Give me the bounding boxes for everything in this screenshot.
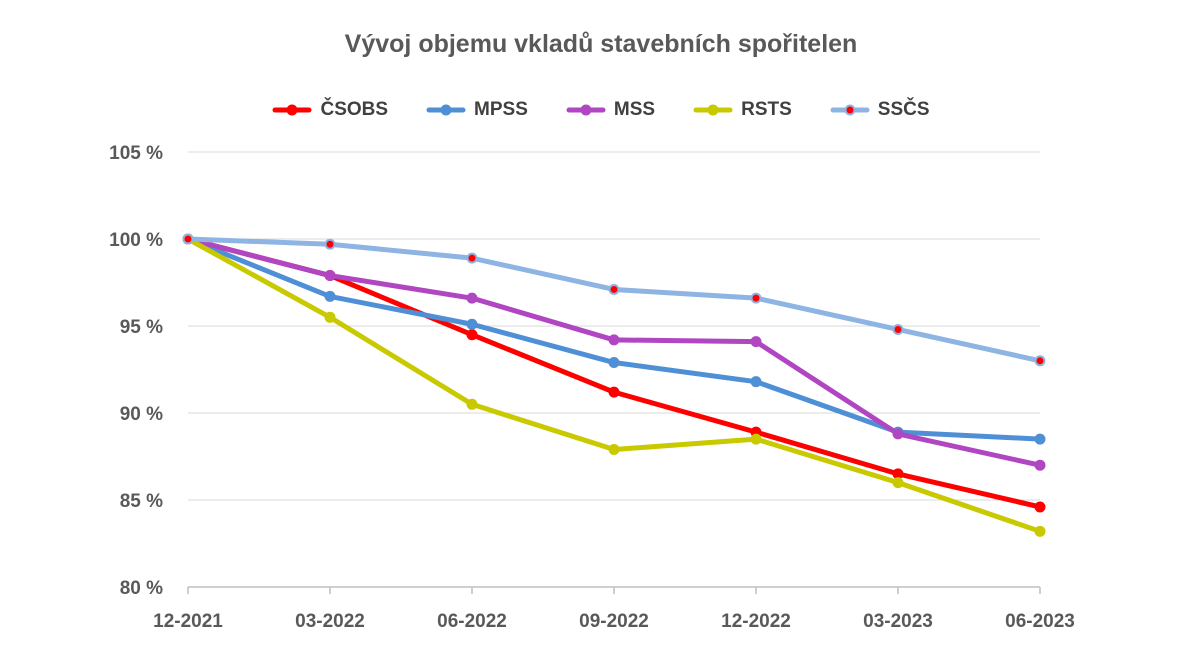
data-point <box>750 336 762 348</box>
data-point <box>608 357 620 369</box>
data-point <box>324 238 336 250</box>
legend-swatch-marker <box>286 104 298 116</box>
legend-swatch <box>272 104 312 116</box>
legend-swatch-marker <box>844 104 856 116</box>
legend-label: ČSOBS <box>320 99 389 120</box>
y-tick-label: 95 % <box>120 317 163 338</box>
x-tick-label: 06-2022 <box>437 611 507 632</box>
y-tick-label: 85 % <box>120 491 163 512</box>
legend-swatch <box>693 104 733 116</box>
data-point <box>466 292 478 304</box>
data-point <box>324 311 336 323</box>
data-point <box>892 468 904 480</box>
legend: ČSOBS MPSS MSS RSTS SSČS <box>0 96 1202 124</box>
legend-item: SSČS <box>830 99 930 121</box>
data-point <box>466 252 478 264</box>
x-tick-label: 12-2021 <box>153 611 223 632</box>
data-point <box>750 433 762 445</box>
data-point <box>182 233 194 245</box>
data-point <box>892 477 904 489</box>
y-tick-label: 80 % <box>120 578 163 599</box>
data-point <box>324 290 336 302</box>
legend-swatch-marker <box>707 104 719 116</box>
legend-item: RSTS <box>693 99 792 121</box>
data-point <box>750 292 762 304</box>
data-point <box>750 376 762 388</box>
legend-swatch <box>426 104 466 116</box>
data-point <box>892 323 904 335</box>
series-line <box>185 236 1043 534</box>
legend-item: MPSS <box>426 99 528 121</box>
x-tick-label: 03-2022 <box>295 611 365 632</box>
data-point <box>324 270 336 282</box>
x-tick-label: 09-2022 <box>579 611 649 632</box>
series-ČSOBS <box>182 233 1046 513</box>
series-line <box>185 236 1043 510</box>
x-tick-label: 06-2023 <box>1005 611 1075 632</box>
data-point <box>1034 525 1046 537</box>
x-axis <box>187 586 1041 594</box>
data-point <box>466 329 478 341</box>
series-SSČS <box>182 233 1046 367</box>
y-tick-label: 100 % <box>109 230 163 251</box>
y-tick-label: 90 % <box>120 404 163 425</box>
x-tick-label: 12-2022 <box>721 611 791 632</box>
y-tick-label: 105 % <box>109 143 163 164</box>
data-point <box>608 283 620 295</box>
legend-item: MSS <box>566 99 655 121</box>
legend-swatch <box>566 104 606 116</box>
legend-swatch-marker <box>580 104 592 116</box>
x-tick-label: 03-2023 <box>863 611 933 632</box>
x-axis-ticks: 12-2021 03-2022 06-2022 09-2022 12-2022 03-20… <box>153 611 1075 632</box>
data-point <box>608 334 620 346</box>
data-point <box>608 444 620 456</box>
legend-label: MSS <box>613 99 656 120</box>
legend-swatch <box>830 104 870 116</box>
data-point <box>1034 501 1046 513</box>
legend-label: SSČS <box>877 99 930 120</box>
legend-swatch-marker <box>440 104 452 116</box>
series-RSTS <box>182 233 1046 537</box>
data-point <box>1034 459 1046 471</box>
y-axis-ticks: 80 % 85 % 90 % 95 % 100 % 105 % <box>109 143 163 599</box>
data-point <box>466 318 478 330</box>
series-layer <box>182 233 1046 537</box>
data-point <box>466 398 478 410</box>
chart-title: Vývoj objemu vkladů stavebních spořitele… <box>344 30 858 58</box>
legend-label: MPSS <box>474 99 528 120</box>
data-point <box>608 386 620 398</box>
legend-label: RSTS <box>741 99 792 120</box>
legend-item: ČSOBS <box>272 99 388 121</box>
data-point <box>892 428 904 440</box>
data-point <box>1034 355 1046 367</box>
data-point <box>1034 433 1046 445</box>
